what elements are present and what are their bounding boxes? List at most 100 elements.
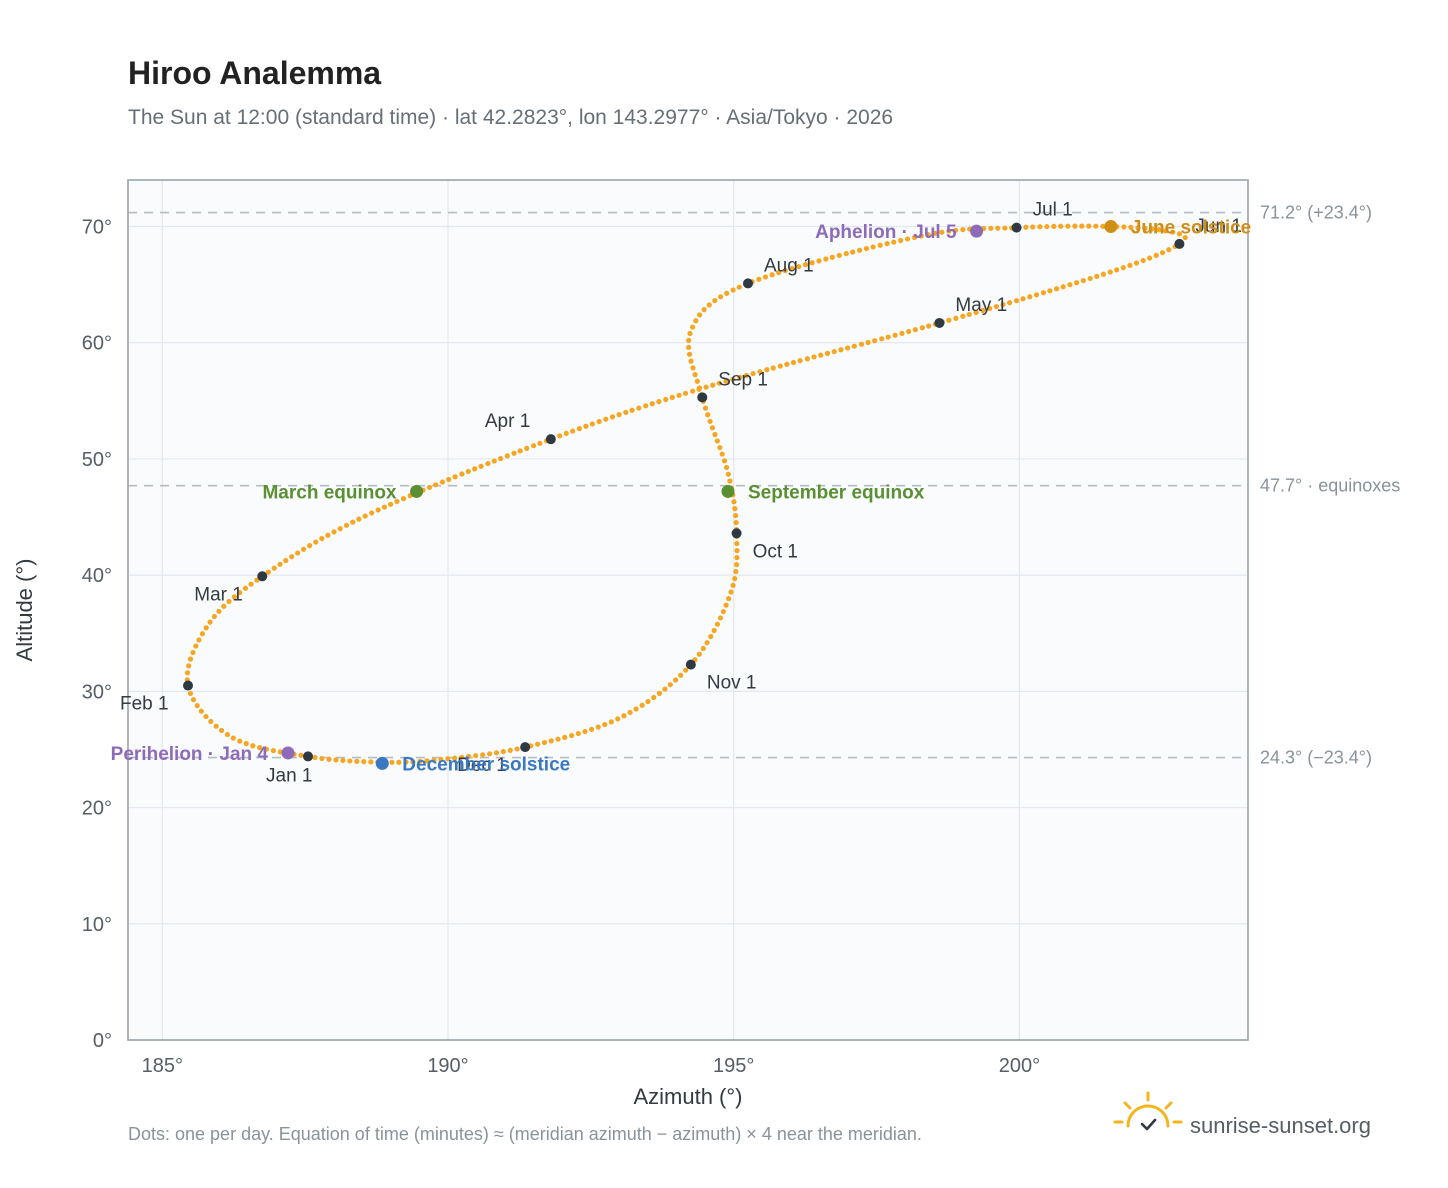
day-dot [946,228,952,234]
event-marker [1104,219,1118,233]
day-dot [696,651,702,657]
day-dot [686,337,692,343]
day-dot [734,548,740,554]
day-dot [473,753,479,759]
x-tick-label: 185° [142,1055,183,1077]
day-dot [824,350,831,356]
day-dot [410,759,416,765]
day-dot [1044,223,1050,230]
day-dot [213,723,219,729]
day-dot [1033,292,1040,298]
event-marker [721,484,735,498]
day-dot [717,615,724,621]
day-dot [446,476,452,483]
day-dot [541,739,548,746]
day-dot [683,667,689,673]
day-dot [730,376,736,382]
day-dot [1093,223,1099,229]
day-dot [1040,290,1047,296]
day-dot [633,706,639,712]
day-dot [697,312,703,318]
day-dot [1121,224,1127,230]
day-dot [688,358,694,364]
day-dot [595,724,601,730]
day-dot [726,596,732,602]
day-dot [194,703,200,709]
day-dot [208,718,214,725]
day-dot [926,323,932,329]
day-dot [639,702,645,708]
day-dot [717,444,723,451]
day-dot [730,287,736,293]
day-dot [326,756,332,762]
day-dot [396,759,402,765]
day-dot [465,468,471,475]
day-dot [271,565,277,571]
day-dot [898,237,904,244]
day-dot [736,284,742,290]
day-dot [686,351,693,357]
day-dot [1023,224,1029,230]
day-dot [609,414,616,420]
day-dot [777,363,783,369]
day-dot [932,230,938,236]
day-dot [298,752,304,758]
day-dot [706,302,712,308]
day-dot [343,522,350,528]
day-dot [818,352,824,358]
day-dot [224,731,231,738]
reference-line-label: 71.2° (+23.4°) [1260,203,1372,223]
day-dot [734,555,740,561]
day-dot [1127,262,1133,268]
month-label: Aug 1 [764,255,814,276]
day-dot [375,507,381,513]
y-tick-label: 60° [82,333,112,355]
day-dot [1159,250,1166,256]
day-dot [796,263,802,270]
day-dot [919,325,925,331]
day-dot [651,694,657,701]
day-dot [953,227,959,233]
day-dot [331,529,337,535]
sun-check-icon [1113,1091,1183,1131]
day-dot [1107,269,1113,275]
day-dot [690,388,696,394]
day-dot [562,734,568,741]
day-dot [764,367,770,373]
day-dot [621,713,627,719]
day-dot [307,543,313,549]
day-dot [925,232,931,238]
day-dot [459,754,465,760]
day-dot [325,532,331,538]
day-dot [295,550,301,556]
day-dot [487,751,493,757]
x-tick-label: 190° [427,1055,468,1077]
day-dot [1073,280,1080,286]
event-label: Perihelion · Jan 4 [111,744,269,765]
day-dot [603,416,609,422]
day-dot [725,471,731,477]
month-marker [303,751,313,762]
day-dot [728,589,734,595]
day-dot [445,756,451,762]
day-dot [980,307,986,314]
day-dot [721,458,728,464]
day-dot [872,338,878,344]
y-tick-label: 20° [82,798,112,820]
event-marker [375,756,389,770]
x-tick-label: 195° [713,1055,754,1077]
day-dot [912,327,918,333]
day-dot [836,252,842,259]
day-dot [645,698,651,705]
day-dot [733,519,739,526]
day-dot [845,345,851,351]
day-dot [277,561,283,567]
brand-name[interactable]: sunrise-sunset.org [1190,1113,1371,1138]
month-marker [1011,222,1022,233]
day-dot [669,394,675,401]
day-dot [705,412,711,418]
day-dot [750,370,756,377]
day-dot [711,627,717,634]
day-dot [514,746,520,752]
y-axis-ticks: 0° 10° 20° 30° 40° 50° 60° 70° [82,216,112,1052]
